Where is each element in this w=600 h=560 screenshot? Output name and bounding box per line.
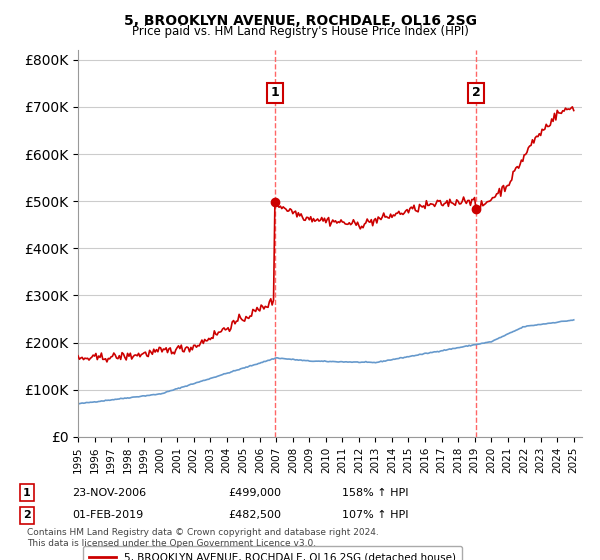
Text: 23-NOV-2006: 23-NOV-2006: [72, 488, 146, 498]
Text: 2: 2: [23, 510, 31, 520]
Text: £499,000: £499,000: [228, 488, 281, 498]
Text: 158% ↑ HPI: 158% ↑ HPI: [342, 488, 409, 498]
Text: £482,500: £482,500: [228, 510, 281, 520]
Legend: 5, BROOKLYN AVENUE, ROCHDALE, OL16 2SG (detached house), HPI: Average price, det: 5, BROOKLYN AVENUE, ROCHDALE, OL16 2SG (…: [83, 547, 462, 560]
Text: 2: 2: [472, 86, 480, 99]
Text: 01-FEB-2019: 01-FEB-2019: [72, 510, 143, 520]
Text: 5, BROOKLYN AVENUE, ROCHDALE, OL16 2SG: 5, BROOKLYN AVENUE, ROCHDALE, OL16 2SG: [124, 14, 476, 28]
Text: 107% ↑ HPI: 107% ↑ HPI: [342, 510, 409, 520]
Text: Contains HM Land Registry data © Crown copyright and database right 2024.
This d: Contains HM Land Registry data © Crown c…: [27, 528, 379, 548]
Text: 1: 1: [23, 488, 31, 498]
Text: Price paid vs. HM Land Registry's House Price Index (HPI): Price paid vs. HM Land Registry's House …: [131, 25, 469, 38]
Text: 1: 1: [270, 86, 279, 99]
